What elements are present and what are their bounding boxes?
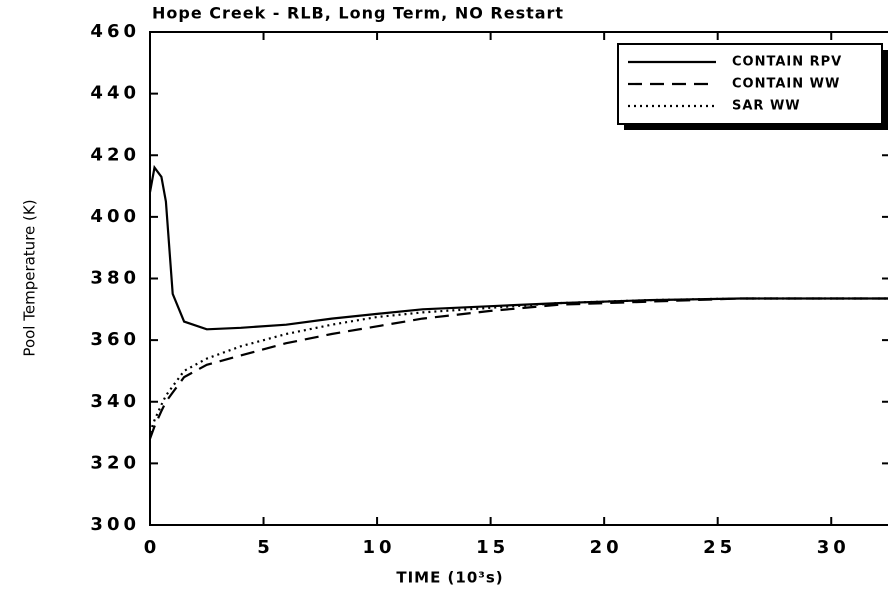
x-axis-label: TIME (10³s)	[396, 569, 503, 587]
y-tick-label: 460	[90, 21, 140, 42]
legend-label: SAR WW	[732, 99, 801, 114]
x-tick-label: 5	[257, 537, 274, 558]
y-tick-label: 320	[90, 452, 140, 473]
x-tick-label: 20	[590, 537, 623, 558]
legend-label: CONTAIN RPV	[732, 55, 842, 70]
x-tick-label: 0	[144, 537, 161, 558]
y-tick-label: 300	[90, 514, 140, 535]
x-tick-label: 10	[363, 537, 396, 558]
x-tick-label: 15	[476, 537, 509, 558]
x-tick-label: 25	[703, 537, 736, 558]
series-line	[148, 297, 888, 433]
y-tick-label: 420	[90, 144, 140, 165]
y-axis-label: Pool Temperature (K)	[21, 199, 39, 356]
chart-title: Hope Creek - RLB, Long Term, NO Restart	[152, 4, 564, 23]
series-line	[148, 164, 888, 331]
y-tick-label: 440	[90, 83, 140, 104]
y-tick-label: 400	[90, 206, 140, 227]
legend-label: CONTAIN WW	[732, 77, 840, 92]
y-tick-label: 380	[90, 268, 140, 289]
series-line	[148, 297, 888, 440]
y-tick-label: 340	[90, 391, 140, 412]
y-tick-label: 360	[90, 329, 140, 350]
x-tick-label: 30	[817, 537, 850, 558]
